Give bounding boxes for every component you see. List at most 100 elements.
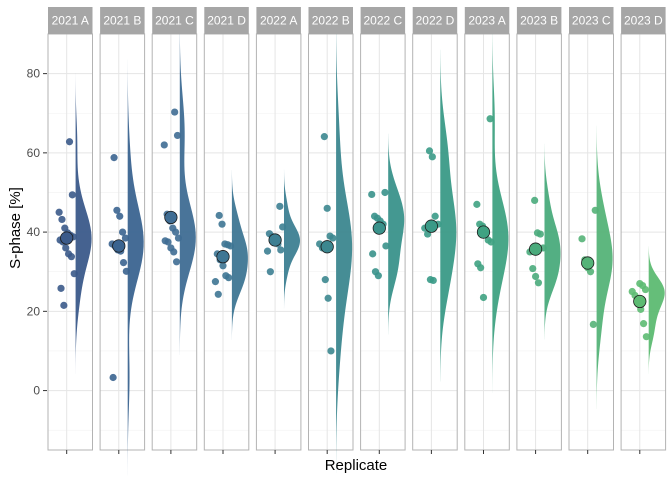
facet-strip — [621, 7, 666, 34]
facet-strip — [48, 7, 93, 34]
data-point — [320, 133, 328, 141]
mean-point — [320, 240, 334, 254]
data-point — [589, 320, 597, 329]
data-point — [219, 262, 227, 270]
data-point — [214, 290, 222, 298]
data-point — [110, 154, 118, 162]
data-point — [531, 272, 540, 281]
facet-strip — [256, 7, 301, 34]
facet-strip-label: 2022 C — [363, 14, 402, 28]
data-point — [174, 234, 183, 242]
mean-point — [216, 250, 230, 264]
mean-point — [112, 239, 126, 253]
half-violin — [336, 14, 353, 473]
data-point — [479, 293, 488, 302]
data-point — [164, 238, 172, 246]
data-point — [425, 147, 434, 155]
data-point — [368, 190, 376, 199]
data-point — [473, 200, 481, 208]
half-violin — [596, 125, 613, 409]
mean-point — [633, 294, 647, 309]
data-point — [121, 234, 130, 242]
facet-strip-label: 2022 A — [260, 14, 297, 28]
facet-strip-label: 2022 B — [312, 14, 350, 28]
violin-layer — [75, 14, 665, 476]
half-violin — [492, 23, 509, 394]
data-point — [642, 333, 651, 341]
data-point — [67, 253, 76, 261]
data-point — [382, 242, 390, 250]
y-tick-label: 60 — [27, 146, 41, 160]
mean-point — [528, 242, 543, 256]
facet-strip-label: 2021 D — [207, 14, 246, 28]
facet-strip-label: 2023 A — [468, 14, 505, 28]
mean-point — [268, 233, 282, 247]
data-point — [171, 108, 179, 116]
data-point — [327, 347, 335, 355]
data-point — [119, 259, 128, 267]
data-point — [321, 276, 329, 284]
y-tick-label: 40 — [27, 225, 41, 239]
data-point — [381, 188, 389, 197]
data-point — [57, 284, 65, 292]
facet-strip — [100, 7, 145, 34]
data-point — [428, 153, 436, 161]
data-point — [116, 212, 124, 220]
facet-strip — [464, 7, 510, 34]
y-tick-label: 80 — [27, 67, 41, 81]
data-point — [279, 223, 287, 231]
data-point — [591, 206, 599, 214]
facet-strip-label: 2023 D — [624, 14, 663, 28]
data-point — [277, 246, 285, 254]
mean-point — [164, 210, 178, 225]
y-axis-title: S-phase [%] — [7, 187, 24, 269]
mean-point — [372, 221, 386, 235]
data-point — [55, 208, 63, 216]
data-point — [109, 373, 117, 382]
half-violin — [648, 246, 665, 374]
data-point — [263, 247, 272, 255]
half-violin — [127, 59, 144, 476]
data-point — [60, 301, 68, 309]
y-tick-label: 20 — [27, 304, 41, 318]
facet-strip-label: 2021 A — [52, 14, 89, 28]
data-point — [324, 294, 332, 302]
data-point — [62, 244, 70, 252]
data-point — [173, 131, 182, 140]
data-point — [68, 191, 76, 199]
facet-strip-label: 2023 C — [572, 14, 611, 28]
data-point — [477, 264, 485, 272]
half-violin — [388, 133, 405, 335]
data-point — [225, 274, 233, 282]
data-point — [486, 115, 494, 123]
data-point — [118, 228, 127, 236]
data-point — [534, 279, 543, 287]
data-point — [218, 220, 226, 228]
data-point — [639, 320, 648, 328]
facet-strip — [516, 7, 562, 34]
data-point — [226, 242, 235, 250]
half-violin — [440, 49, 457, 382]
data-point — [374, 272, 382, 280]
half-violin — [283, 169, 301, 309]
data-point — [70, 270, 78, 278]
facet-strip-label: 2021 B — [103, 14, 141, 28]
data-point — [113, 206, 121, 214]
data-point — [58, 215, 66, 224]
facet-panel — [412, 33, 458, 454]
data-point — [429, 276, 437, 285]
data-point — [172, 228, 180, 236]
mean-point — [60, 231, 74, 245]
data-point — [122, 267, 130, 275]
data-point — [431, 212, 439, 220]
point-layer — [55, 108, 651, 382]
facet-strip — [569, 7, 614, 34]
mean-point — [424, 219, 438, 233]
facet-strip — [308, 7, 353, 34]
half-violin — [75, 72, 92, 375]
data-point — [641, 285, 650, 294]
facet-strip — [152, 7, 197, 34]
data-point — [215, 211, 223, 220]
half-violin — [179, 18, 196, 356]
